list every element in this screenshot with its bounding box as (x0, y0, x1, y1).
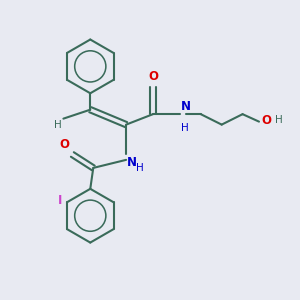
Text: H: H (136, 163, 143, 173)
Text: H: H (54, 120, 62, 130)
Text: N: N (181, 100, 191, 113)
Text: I: I (58, 194, 62, 207)
Text: O: O (148, 70, 158, 83)
Text: O: O (261, 114, 271, 127)
Text: H: H (181, 122, 189, 133)
Text: O: O (59, 139, 69, 152)
Text: H: H (275, 115, 283, 125)
Text: N: N (127, 156, 137, 169)
